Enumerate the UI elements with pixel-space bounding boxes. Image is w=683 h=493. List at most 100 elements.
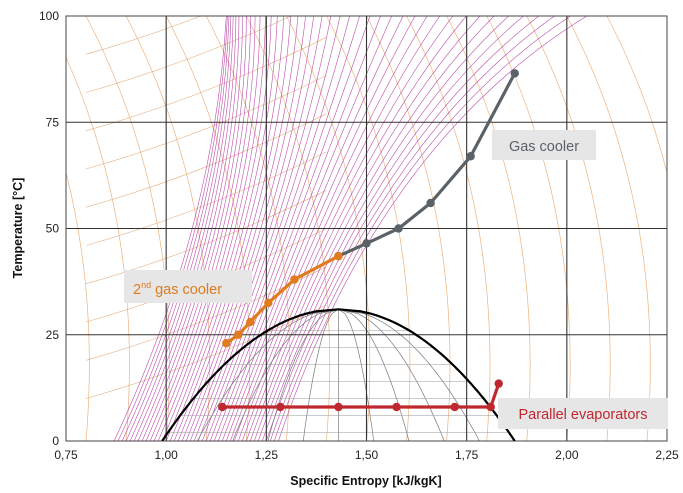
data-point (234, 330, 243, 339)
second-gas-cooler-callout: 2nd gas cooler (124, 270, 252, 303)
isobar-line (145, 16, 247, 441)
y-axis-ticks: 0 25 50 75 100 (39, 9, 59, 448)
quality-line (338, 309, 375, 441)
data-point (334, 402, 343, 412)
x-tick-label: 0,75 (54, 448, 78, 462)
x-tick-label: 2,00 (555, 448, 579, 462)
enthalpy-line (286, 16, 371, 441)
enthalpy-line (526, 16, 611, 441)
isobar-line (169, 16, 278, 441)
density-line (86, 16, 88, 17)
isobar-line (205, 16, 350, 441)
isobar-line (125, 16, 232, 441)
series-parallel-evaporators (218, 379, 503, 412)
x-axis-label: Specific Entropy [kJ/kgK] (290, 474, 441, 488)
isobar-line (278, 16, 588, 441)
enthalpy-line (366, 16, 451, 441)
enthalpy-line (486, 16, 571, 441)
second-gas-cooler-label-rest: gas cooler (151, 282, 222, 298)
second-gas-cooler-label-num: 2 (133, 282, 141, 298)
data-point (510, 69, 519, 78)
isobar-line (133, 16, 237, 441)
enthalpy-line (245, 16, 331, 441)
isobar-line (117, 16, 228, 441)
isobar-line (226, 16, 404, 441)
x-tick-label: 1,25 (255, 448, 279, 462)
data-point (334, 251, 343, 261)
x-tick-label: 1,50 (355, 448, 379, 462)
data-point (466, 152, 475, 161)
y-axis-label: Temperature [°C] (11, 178, 25, 279)
series-layer (218, 69, 519, 412)
gas-cooler-callout: Gas cooler (492, 130, 596, 160)
saturation-dome (161, 308, 516, 441)
isobar-line (218, 16, 381, 441)
second-gas-cooler-label-sup: nd (141, 280, 151, 290)
isobar-line (213, 16, 371, 441)
density-line (85, 190, 327, 285)
quality-line (338, 308, 410, 441)
data-point (486, 402, 495, 412)
isobar-line (157, 16, 261, 441)
saturation-dome-group (161, 308, 516, 441)
isobar-line (141, 16, 243, 441)
enthalpy-line (566, 16, 651, 441)
isobar-line (266, 16, 539, 441)
series-line (336, 71, 517, 258)
isobar-line (177, 16, 291, 441)
density-line (85, 113, 327, 208)
isobar-line (242, 16, 454, 441)
data-point (290, 275, 299, 284)
second-gas-cooler-label-box (124, 270, 252, 303)
y-tick-label: 0 (52, 434, 59, 448)
enthalpy-line (66, 171, 90, 441)
x-tick-label: 1,00 (154, 448, 178, 462)
isobar-line (197, 16, 332, 441)
data-point (218, 402, 227, 412)
enthalpy-line (66, 56, 130, 441)
isobar-line (238, 16, 441, 441)
data-point (276, 402, 285, 412)
quality-line (232, 308, 339, 441)
x-tick-label: 2,25 (655, 448, 679, 462)
isobar-line (165, 16, 272, 441)
x-axis-ticks: 0,75 1,00 1,25 1,50 1,75 2,00 2,25 (54, 448, 679, 462)
isobar-line (234, 16, 428, 441)
gas-cooler-label: Gas cooler (509, 139, 579, 155)
data-point (494, 379, 503, 388)
quality-line (302, 309, 339, 441)
isobar-line (201, 16, 341, 441)
y-tick-label: 50 (46, 222, 60, 236)
density-line (85, 75, 327, 170)
series-second-gas-cooler (222, 251, 343, 348)
parallel-evaporators-label: Parallel evaporators (519, 407, 648, 423)
data-point (392, 402, 401, 412)
enthalpy-line (85, 16, 170, 441)
data-point (264, 298, 273, 308)
isobar-line (173, 16, 285, 441)
data-point (426, 198, 435, 208)
gas-cooler-label-box (492, 130, 596, 160)
quality-line (267, 308, 339, 441)
data-point (246, 317, 255, 327)
enthalpy-lines (66, 16, 667, 441)
density-line (85, 16, 292, 93)
isobar-line (149, 16, 251, 441)
isobar-line (181, 16, 299, 441)
grid (66, 16, 667, 441)
enthalpy-line (406, 16, 491, 441)
isobar-line (270, 16, 555, 441)
data-point (362, 239, 371, 248)
y-tick-label: 25 (46, 328, 60, 342)
enthalpy-line (446, 16, 531, 441)
isobar-line (254, 16, 495, 441)
isobar-line (274, 16, 571, 441)
isobar-line (246, 16, 467, 441)
isobar-line (193, 16, 323, 441)
data-point (450, 402, 459, 412)
enthalpy-line (165, 16, 250, 441)
x-tick-label: 1,75 (455, 448, 479, 462)
quality-line (338, 308, 445, 441)
isobar-line (129, 16, 234, 441)
